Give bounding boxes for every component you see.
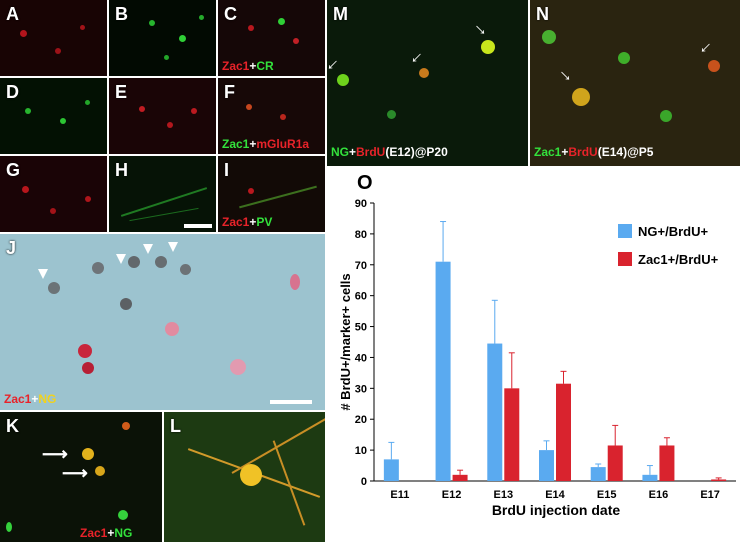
bar-ng bbox=[539, 450, 554, 481]
panel-label-o: O bbox=[357, 172, 373, 194]
panel-label-m: M bbox=[333, 4, 348, 24]
panel-d: D bbox=[0, 78, 107, 154]
panel-l: L bbox=[164, 412, 325, 542]
y-axis-label: # BrdU+/marker+ cells bbox=[338, 273, 353, 410]
caption-j: Zac1+NG bbox=[4, 392, 57, 406]
scale-bar-j bbox=[270, 400, 312, 404]
panel-label-c: C bbox=[224, 4, 237, 24]
chart-legend: NG+/BrdU+ Zac1+/BrdU+ bbox=[618, 224, 719, 267]
legend-label-zac1: Zac1+/BrdU+ bbox=[638, 252, 719, 267]
panel-label-d: D bbox=[6, 82, 19, 102]
x-axis-label: BrdU injection date bbox=[492, 502, 621, 518]
chart-axes: 0 10 20 30 40 50 60 70 80 90 E11 E12 E13 E14 E15 E16 E17 bbox=[355, 198, 736, 501]
panel-g: G bbox=[0, 156, 107, 232]
chart-bars bbox=[383, 221, 727, 481]
bar-zac1 bbox=[607, 445, 623, 481]
panel-label-j: J bbox=[6, 238, 17, 258]
bar-ng bbox=[487, 343, 503, 481]
bar-ng bbox=[642, 474, 658, 481]
panel-c: C Zac1+CR bbox=[218, 0, 325, 76]
y-tick-label: 40 bbox=[355, 352, 367, 364]
panel-k: ⟶ ⟶ K Zac1+NG bbox=[0, 412, 162, 542]
x-tick-label: E15 bbox=[597, 489, 617, 501]
panel-label-k: K bbox=[6, 416, 19, 436]
panel-label-b: B bbox=[115, 4, 128, 24]
panel-label-e: E bbox=[115, 82, 128, 102]
y-tick-label: 50 bbox=[355, 322, 367, 334]
bar-zac1 bbox=[452, 474, 468, 481]
legend-label-ng: NG+/BrdU+ bbox=[638, 224, 708, 239]
y-tick-label: 60 bbox=[355, 291, 367, 303]
panel-b: B bbox=[109, 0, 216, 76]
panel-a: A bbox=[0, 0, 107, 76]
bar-zac1 bbox=[711, 479, 727, 481]
x-tick-label: E16 bbox=[649, 489, 669, 501]
bar-ng bbox=[383, 459, 399, 481]
panel-label-i: I bbox=[224, 160, 230, 180]
bar-zac1 bbox=[659, 445, 675, 481]
panel-j: J Zac1+NG bbox=[0, 234, 325, 410]
panel-h: H bbox=[109, 156, 216, 232]
legend-swatch-ng bbox=[618, 224, 632, 238]
x-tick-label: E13 bbox=[493, 489, 513, 501]
caption-f: Zac1+mGluR1a bbox=[222, 137, 310, 151]
panel-f: F Zac1+mGluR1a bbox=[218, 78, 325, 154]
y-tick-label: 0 bbox=[361, 476, 367, 488]
bar-ng bbox=[435, 261, 451, 481]
caption-c: Zac1+CR bbox=[222, 59, 274, 73]
y-tick-label: 20 bbox=[355, 414, 367, 426]
x-tick-label: E14 bbox=[545, 489, 565, 501]
panel-e: E bbox=[109, 78, 216, 154]
caption-n: Zac1+BrdU(E14)@P5 bbox=[534, 145, 654, 159]
bar-zac1 bbox=[504, 388, 520, 481]
panel-label-h: H bbox=[115, 160, 128, 180]
y-tick-label: 10 bbox=[355, 445, 367, 457]
panel-label-a: A bbox=[6, 4, 19, 24]
panel-n: ↓ ↓ N Zac1+BrdU(E14)@P5 bbox=[530, 0, 740, 166]
y-tick-label: 80 bbox=[355, 229, 367, 241]
bar-chart: 0 10 20 30 40 50 60 70 80 90 E11 E12 E13 E14 E15 E16 E17… bbox=[338, 198, 736, 518]
panel-label-n: N bbox=[536, 4, 549, 24]
y-tick-label: 90 bbox=[355, 198, 367, 210]
legend-swatch-zac1 bbox=[618, 252, 632, 266]
scale-bar-h bbox=[184, 224, 212, 228]
panel-label-l: L bbox=[170, 416, 181, 436]
panel-label-f: F bbox=[224, 82, 235, 102]
x-tick-label: E12 bbox=[442, 489, 462, 501]
caption-k: Zac1+NG bbox=[80, 526, 133, 540]
caption-m: NG+BrdU(E12)@P20 bbox=[331, 145, 448, 159]
bar-ng bbox=[590, 467, 606, 481]
bar-zac1 bbox=[556, 383, 571, 481]
panel-i: I Zac1+PV bbox=[218, 156, 325, 232]
caption-i: Zac1+PV bbox=[222, 215, 273, 229]
panel-label-g: G bbox=[6, 160, 21, 180]
y-tick-label: 70 bbox=[355, 260, 367, 272]
x-tick-label: E17 bbox=[700, 489, 720, 501]
y-tick-label: 30 bbox=[355, 383, 367, 395]
x-tick-label: E11 bbox=[390, 489, 409, 501]
panel-m: ↓ ↓ ↓ M NG+BrdU(E12)@P20 bbox=[327, 0, 528, 166]
